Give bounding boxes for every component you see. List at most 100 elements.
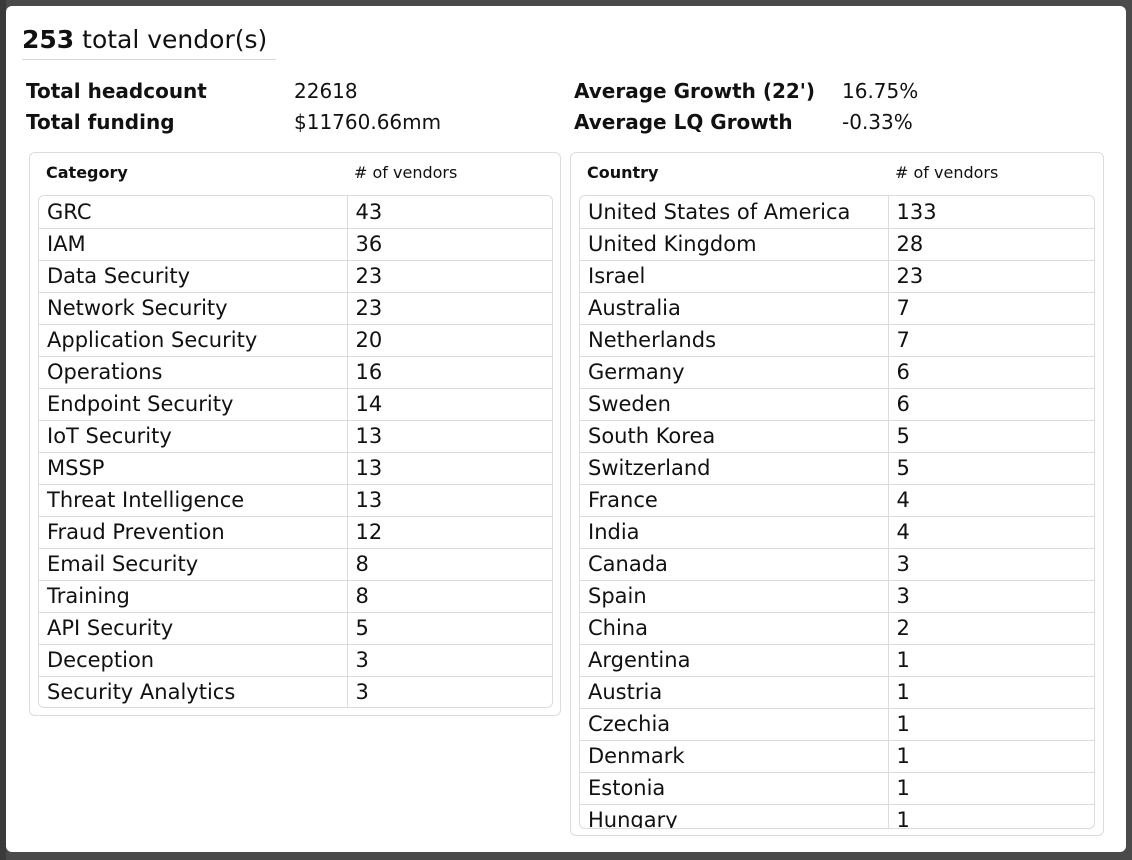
total-headcount-value: 22618 (294, 79, 358, 103)
row-name-cell: Fraud Prevention (39, 516, 348, 549)
table-row: Operations 16 (39, 356, 552, 389)
country-card: Country # of vendors United States of Am… (570, 152, 1104, 836)
table-row: Data Security 23 (39, 260, 552, 293)
row-name-cell: Security Analytics (39, 676, 348, 707)
table-row: South Korea 5 (580, 420, 1094, 453)
row-name-cell: API Security (39, 612, 348, 645)
row-name-cell: Estonia (580, 772, 889, 805)
table-row: GRC 43 (39, 196, 552, 229)
row-count-cell: 1 (888, 772, 1094, 805)
table-row: Argentina 1 (580, 644, 1094, 677)
row-count-cell: 28 (888, 228, 1094, 261)
table-row: United Kingdom 28 (580, 228, 1094, 261)
vendor-summary-modal: 253 total vendor(s) Total headcount 2261… (6, 6, 1126, 852)
row-count-cell: 6 (888, 356, 1094, 389)
row-name-cell: Data Security (39, 260, 348, 293)
row-name-cell: Netherlands (580, 324, 889, 357)
table-row: IAM 36 (39, 228, 552, 261)
category-table-header: Category # of vendors (30, 163, 560, 183)
total-vendors-heading: 253 total vendor(s) (22, 26, 276, 60)
row-name-cell: Israel (580, 260, 889, 293)
table-row: Estonia 1 (580, 772, 1094, 805)
total-funding-value: $11760.66mm (294, 110, 442, 134)
table-row: India 4 (580, 516, 1094, 549)
total-funding-row: Total funding $11760.66mm (26, 107, 546, 138)
row-count-cell: 12 (347, 516, 552, 549)
stats-left: Total headcount 22618 Total funding $117… (26, 76, 546, 140)
row-name-cell: MSSP (39, 452, 348, 485)
row-count-cell: 23 (347, 292, 552, 325)
row-count-cell: 13 (347, 484, 552, 517)
row-name-cell: Training (39, 580, 348, 613)
row-name-cell: France (580, 484, 889, 517)
row-name-cell: Threat Intelligence (39, 484, 348, 517)
table-row: Fraud Prevention 12 (39, 516, 552, 549)
row-name-cell: Email Security (39, 548, 348, 581)
table-row: Czechia 1 (580, 708, 1094, 741)
category-column-header: Category (46, 163, 128, 182)
row-count-cell: 23 (888, 260, 1094, 293)
row-count-cell: 6 (888, 388, 1094, 421)
total-headcount-row: Total headcount 22618 (26, 76, 546, 107)
avg-lq-growth-value: -0.33% (842, 110, 913, 134)
row-count-cell: 16 (347, 356, 552, 389)
row-count-cell: 1 (888, 740, 1094, 773)
row-count-cell: 3 (888, 548, 1094, 581)
avg-lq-growth-label: Average LQ Growth (574, 110, 793, 134)
row-name-cell: GRC (39, 196, 348, 229)
row-count-cell: 1 (888, 676, 1094, 709)
row-name-cell: Germany (580, 356, 889, 389)
total-vendors-label: total vendor(s) (82, 25, 268, 54)
table-row: Germany 6 (580, 356, 1094, 389)
row-count-cell: 8 (347, 580, 552, 613)
table-row: API Security 5 (39, 612, 552, 645)
row-count-cell: 20 (347, 324, 552, 357)
row-count-cell: 1 (888, 644, 1094, 677)
country-table-header: Country # of vendors (571, 163, 1103, 183)
row-count-cell: 5 (888, 452, 1094, 485)
row-name-cell: Czechia (580, 708, 889, 741)
total-vendors-count: 253 (22, 25, 75, 54)
row-name-cell: United States of America (580, 196, 889, 229)
table-row: IoT Security 13 (39, 420, 552, 453)
row-count-cell: 2 (888, 612, 1094, 645)
table-row: Israel 23 (580, 260, 1094, 293)
row-name-cell: Austria (580, 676, 889, 709)
country-table[interactable]: United States of America 133 United Kingdo… (579, 195, 1095, 829)
avg-lq-growth-row: Average LQ Growth -0.33% (574, 107, 1094, 138)
row-name-cell: China (580, 612, 889, 645)
stats-right: Average Growth (22') 16.75% Average LQ G… (574, 76, 1094, 140)
row-count-cell: 7 (888, 324, 1094, 357)
table-row: Email Security 8 (39, 548, 552, 581)
row-name-cell: United Kingdom (580, 228, 889, 261)
table-row: Threat Intelligence 13 (39, 484, 552, 517)
row-count-cell: 43 (347, 196, 552, 229)
avg-growth-value: 16.75% (842, 79, 919, 103)
category-card: Category # of vendors GRC 43 IAM 36 Data Sec… (29, 152, 561, 716)
row-name-cell: IAM (39, 228, 348, 261)
row-count-cell: 1 (896, 808, 910, 829)
table-row: United States of America 133 (580, 196, 1094, 229)
row-name-cell: Hungary (580, 804, 889, 828)
row-count-cell: 36 (347, 228, 552, 261)
row-count-cell: 8 (347, 548, 552, 581)
row-count-cell: 5 (888, 420, 1094, 453)
row-name-cell: Spain (580, 580, 889, 613)
category-count-column-header: # of vendors (354, 163, 458, 182)
row-name-cell: Argentina (580, 644, 889, 677)
row-name-cell: India (580, 516, 889, 549)
row-count-cell: 13 (347, 452, 552, 485)
row-count-cell: 133 (888, 196, 1094, 229)
row-count-cell: 3 (888, 580, 1094, 613)
total-funding-label: Total funding (26, 110, 175, 134)
modal-backdrop[interactable] (0, 0, 6, 860)
row-count-cell: 3 (355, 680, 369, 705)
table-row: MSSP 13 (39, 452, 552, 485)
table-row: Hungary 1 (580, 804, 1094, 829)
row-name-cell: Sweden (580, 388, 889, 421)
row-name-cell: Canada (580, 548, 889, 581)
country-column-header: Country (587, 163, 659, 182)
table-row: Deception 3 (39, 644, 552, 677)
table-row: France 4 (580, 484, 1094, 517)
row-name-cell: South Korea (580, 420, 889, 453)
